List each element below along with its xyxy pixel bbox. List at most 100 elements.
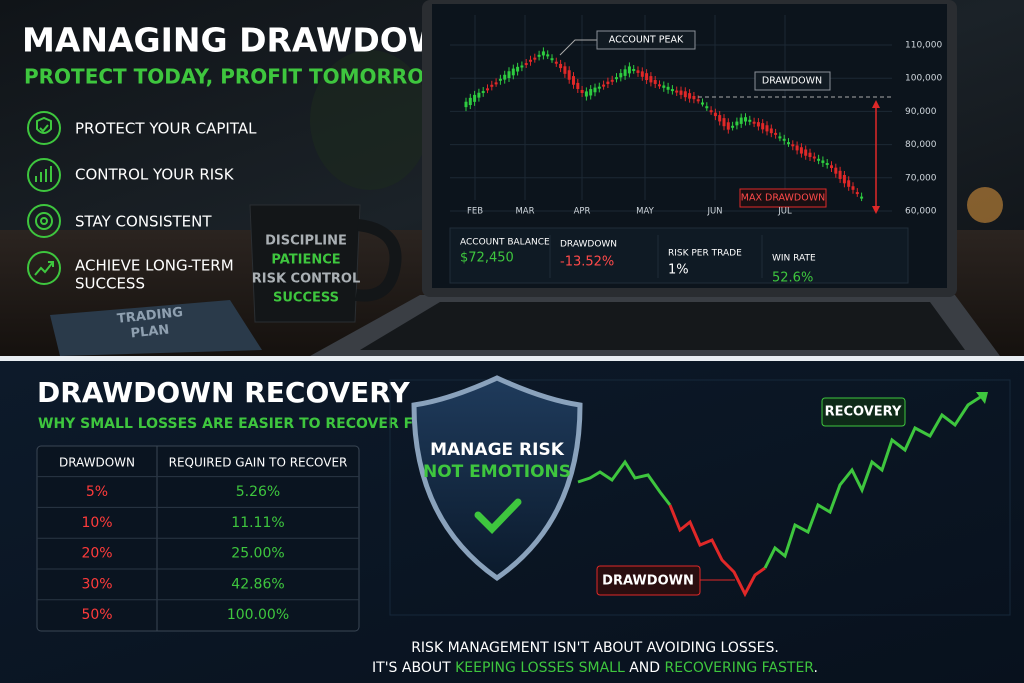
candle [473, 94, 477, 102]
candle [541, 51, 545, 56]
candle [825, 163, 829, 166]
cell: 50% [81, 607, 112, 623]
candle [804, 149, 808, 156]
plant [310, 50, 430, 190]
mug-handle [355, 219, 402, 302]
candle [524, 63, 528, 66]
stat-value: $72,450 [460, 251, 514, 266]
point: ACHIEVE LONG-TERM [75, 257, 234, 275]
candle [554, 61, 558, 64]
book [50, 300, 262, 356]
candle [683, 91, 687, 98]
candle [722, 118, 726, 127]
candle [580, 89, 584, 94]
candle [490, 84, 494, 87]
candle [593, 87, 597, 93]
section-title: DRAWDOWN RECOVERY [37, 376, 410, 409]
candle [795, 145, 799, 151]
candle [559, 63, 563, 69]
y-label: 100,000 [905, 74, 942, 84]
footer-part: . [814, 660, 818, 676]
candle [688, 93, 692, 99]
candle [498, 78, 502, 81]
chart-frame [389, 379, 1011, 616]
candle [675, 90, 679, 93]
candle [602, 84, 606, 87]
candle [477, 92, 481, 98]
candle [486, 88, 489, 91]
cell: 5.26% [236, 484, 280, 500]
candle [623, 69, 627, 76]
shield-text: NOT EMOTIONS [423, 462, 571, 482]
candle [529, 59, 532, 62]
cell: 30% [81, 576, 112, 592]
candle [705, 106, 709, 109]
candle [653, 80, 657, 84]
point: PROTECT YOUR CAPITAL [75, 120, 257, 138]
candle [649, 76, 653, 83]
candle [812, 156, 816, 159]
keyboard [360, 302, 965, 350]
candle [627, 66, 631, 74]
candle [731, 125, 735, 128]
candle [834, 167, 838, 174]
candle [636, 70, 640, 73]
book-text: PLAN [130, 323, 170, 342]
shield [411, 375, 583, 582]
annotation: DRAWDOWN [762, 76, 822, 87]
footer: RISK MANAGEMENT ISN'T ABOUT AVOIDING LOS… [411, 640, 779, 656]
candle [584, 91, 588, 97]
book-text: TRADING [116, 305, 183, 327]
lamp [967, 187, 1003, 223]
candle [550, 58, 554, 61]
candle [576, 82, 580, 89]
annotation-box [596, 30, 696, 50]
stat-label: RISK PER TRADE [668, 249, 742, 259]
stat-label: DRAWDOWN [560, 240, 617, 250]
cell: 20% [81, 546, 112, 562]
candle [606, 81, 610, 85]
y-label: 70,000 [905, 173, 937, 183]
mug-word: SUCCESS [273, 291, 339, 306]
points: PROTECT YOUR CAPITAL CONTROL YOUR RISK S… [75, 120, 257, 293]
annotation-box [754, 71, 831, 91]
mug [249, 204, 361, 323]
point: STAY CONSISTENT [75, 213, 212, 231]
candle [748, 119, 752, 122]
candle [507, 71, 511, 79]
candle [769, 128, 773, 134]
section-subtitle: WHY SMALL LOSSES ARE EASIER TO RECOVER F… [38, 416, 450, 432]
candle [817, 158, 821, 161]
table-header: DRAWDOWN [59, 456, 135, 470]
candle [735, 121, 739, 126]
footer-part: KEEPING LOSSES SMALL [455, 660, 625, 676]
month: FEB [467, 207, 483, 217]
candle [670, 89, 674, 92]
cell: 42.86% [231, 576, 284, 592]
stat-value: 1% [668, 263, 689, 278]
candle [645, 73, 649, 81]
stats: ACCOUNT BALANCE $72,450 DRAWDOWN -13.52% RIS… [460, 235, 816, 286]
cell: 10% [81, 515, 112, 531]
candle [610, 79, 614, 82]
candle [503, 74, 507, 80]
y-label: 80,000 [905, 140, 937, 150]
candle [533, 57, 537, 60]
month: APR [574, 207, 591, 217]
candle [778, 136, 782, 139]
cell: 25.00% [231, 546, 284, 562]
shield-text: MANAGE RISK [430, 440, 565, 460]
candle [713, 112, 717, 117]
candle [511, 68, 515, 76]
candle [615, 77, 618, 80]
candle [468, 97, 472, 106]
y-labels: 110,000 100,000 90,000 80,000 70,000 60,000 [905, 41, 942, 217]
month: MAY [636, 207, 654, 217]
icons [27, 111, 61, 285]
footer-part: IT'S ABOUT [372, 660, 455, 676]
stat-value: -13.52% [560, 255, 614, 270]
candle [567, 70, 571, 80]
candle [847, 180, 851, 187]
point: SUCCESS [75, 275, 145, 293]
candle [709, 110, 713, 113]
